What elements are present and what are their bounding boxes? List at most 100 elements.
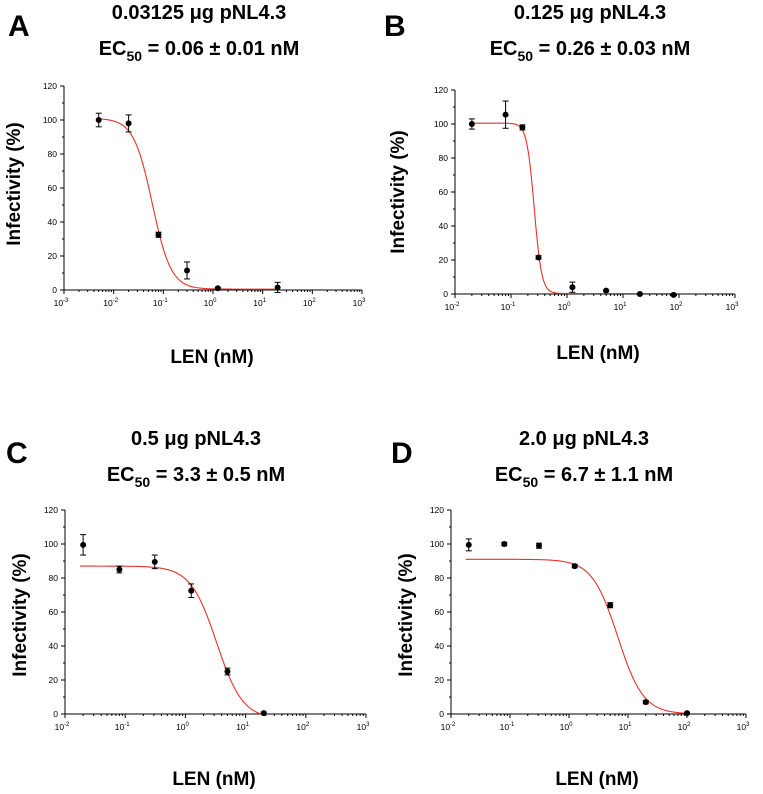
panel-c: C 0.5 μg pNL4.3 EC50 = 3.3 ± 0.5 nM Infe… <box>6 428 370 790</box>
panel-d-ytick-label: 0 <box>439 709 444 719</box>
panel-b-ec50-value: = 0.26 ± 0.03 nM <box>533 38 690 60</box>
panel-a-data-point <box>125 120 132 127</box>
panel-d-data-point <box>684 710 690 717</box>
panel-b-ytick-label: 0 <box>443 289 448 299</box>
panel-b-ylabel: Infectivity (%) <box>388 130 409 254</box>
panel-c-ec50: EC50 = 3.3 ± 0.5 nM <box>107 464 285 490</box>
panel-d: D 2.0 μg pNL4.3 EC50 = 6.7 ± 1.1 nM Infe… <box>391 428 750 790</box>
panel-a-xlabel: LEN (nM) <box>170 347 253 368</box>
panel-a-ec50-sub: 50 <box>127 48 143 64</box>
panel-c-ylabel: Infectivity (%) <box>10 553 31 677</box>
panel-d-data-point <box>465 541 472 548</box>
panel-d-data-point <box>535 542 542 549</box>
panel-d-xlabel: LEN (nM) <box>555 769 638 790</box>
panel-a-data-point <box>274 284 281 291</box>
panel-d-ec50-prefix: EC <box>495 464 523 486</box>
panel-a-ytick-label: 60 <box>48 183 58 193</box>
panel-a-xtick-label: 10-3 <box>54 298 69 308</box>
panel-a-data-point <box>214 285 221 292</box>
panel-b-data-point <box>468 121 475 127</box>
panel-c-xtick-label: 100 <box>176 722 189 732</box>
panel-letter-d: D <box>391 437 413 470</box>
panel-d-ytick-label: 40 <box>435 641 445 651</box>
panel-b-data-point <box>519 124 526 131</box>
panel-a-xtick-label: 10-2 <box>103 298 118 308</box>
panel-c-data-point <box>80 541 87 548</box>
panel-d-ec50-sub: 50 <box>523 474 539 490</box>
panel-b-data-point <box>636 291 643 297</box>
panel-d-ec50-value: = 6.7 ± 1.1 nM <box>538 464 673 486</box>
panel-d-xtick-label: 101 <box>619 722 632 732</box>
panel-d-xtick-label: 10-1 <box>500 722 515 732</box>
panel-b-data-point <box>569 284 576 291</box>
panel-d-data-point <box>571 563 578 570</box>
panel-b-data-point <box>603 287 610 294</box>
panel-c-xtick-label: 101 <box>236 722 249 732</box>
panel-d-ytick-label: 100 <box>430 539 444 549</box>
panel-c-data-point <box>224 668 231 675</box>
panel-a-ytick-label: 80 <box>48 149 58 159</box>
panel-d-ytick-label: 120 <box>430 505 444 515</box>
panel-b-xtick-label: 102 <box>670 302 683 312</box>
panel-letter-c: C <box>6 437 28 470</box>
panel-a-data-point <box>184 267 191 274</box>
panel-a-xtick-label: 100 <box>204 298 217 308</box>
panel-b-xtick-label: 10-1 <box>501 302 516 312</box>
panel-letter-a: A <box>8 10 30 43</box>
panel-d-data-point <box>642 699 649 706</box>
panel-b-ec50-prefix: EC <box>490 38 518 60</box>
panel-c-ytick-label: 0 <box>53 709 58 719</box>
panel-a-xtick-label: 102 <box>303 298 316 308</box>
panel-a-plot: 0 20 40 60 80 100 120 10-3 10-2 10-1 100 101 102 103 <box>43 81 366 308</box>
panel-c-plot: 0 20 40 60 80 100 120 10-2 10-1 100 101 102 103 <box>44 505 370 732</box>
panel-d-ytick-label: 80 <box>435 573 445 583</box>
panel-d-xtick-label: 100 <box>560 722 573 732</box>
panel-c-data-point <box>260 710 267 717</box>
panel-c-xlabel: LEN (nM) <box>172 769 255 790</box>
panel-b-ytick-label: 20 <box>439 255 449 265</box>
panel-d-xtick-label: 10-2 <box>441 722 456 732</box>
panel-a-ytick-label: 40 <box>48 217 58 227</box>
panel-b-xtick-label: 103 <box>726 302 739 312</box>
panel-a-ytick-label: 20 <box>48 251 58 261</box>
panel-c-ytick-label: 120 <box>44 505 58 515</box>
panel-a-title: 0.03125 μg pNL4.3 <box>112 2 287 24</box>
panel-c-ec50-value: = 3.3 ± 0.5 nM <box>150 464 285 486</box>
panel-c-data-point <box>188 587 195 594</box>
panel-b-xtick-label: 101 <box>614 302 627 312</box>
panel-b-ytick-label: 60 <box>439 187 449 197</box>
panel-b-ec50-sub: 50 <box>518 48 534 64</box>
panel-a-xtick-label: 103 <box>353 298 366 308</box>
panel-b-ytick-label: 80 <box>439 153 449 163</box>
panel-b-fit-curve <box>469 122 677 295</box>
panel-c-xtick-label: 10-1 <box>115 722 130 732</box>
panel-b: B 0.125 μg pNL4.3 EC50 = 0.26 ± 0.03 nM … <box>384 2 739 364</box>
panel-a: A 0.03125 μg pNL4.3 EC50 = 0.06 ± 0.01 n… <box>4 2 366 368</box>
panel-d-ec50: EC50 = 6.7 ± 1.1 nM <box>495 464 673 490</box>
panel-d-fit-curve <box>465 558 690 714</box>
panel-d-xtick-label: 102 <box>678 722 691 732</box>
panel-d-data-point <box>501 541 508 547</box>
panel-c-xtick-label: 103 <box>357 722 370 732</box>
panel-b-xtick-label: 100 <box>558 302 571 312</box>
panel-a-ytick-label: 120 <box>43 81 57 91</box>
panel-a-ytick-label: 0 <box>52 285 57 295</box>
panel-d-data-point <box>607 602 614 609</box>
panel-a-ylabel: Infectivity (%) <box>4 122 25 246</box>
panel-a-ec50-prefix: EC <box>99 38 127 60</box>
panel-c-fit-curve <box>80 565 267 717</box>
panel-a-data-point <box>155 231 162 238</box>
panel-b-ytick-label: 120 <box>434 85 448 95</box>
panel-b-data-point <box>670 291 677 298</box>
panel-c-xtick-label: 10-2 <box>55 722 70 732</box>
panel-d-ytick-label: 20 <box>435 675 445 685</box>
panel-d-ytick-label: 60 <box>435 607 445 617</box>
panel-a-ec50-value: = 0.06 ± 0.01 nM <box>142 38 299 60</box>
panel-c-data-point <box>116 566 123 573</box>
panel-b-data-point <box>535 254 542 261</box>
panel-a-ec50: EC50 = 0.06 ± 0.01 nM <box>99 38 300 64</box>
panel-c-ec50-prefix: EC <box>107 464 135 486</box>
panel-a-xtick-label: 10-1 <box>153 298 168 308</box>
panel-d-ylabel: Infectivity (%) <box>396 553 417 677</box>
